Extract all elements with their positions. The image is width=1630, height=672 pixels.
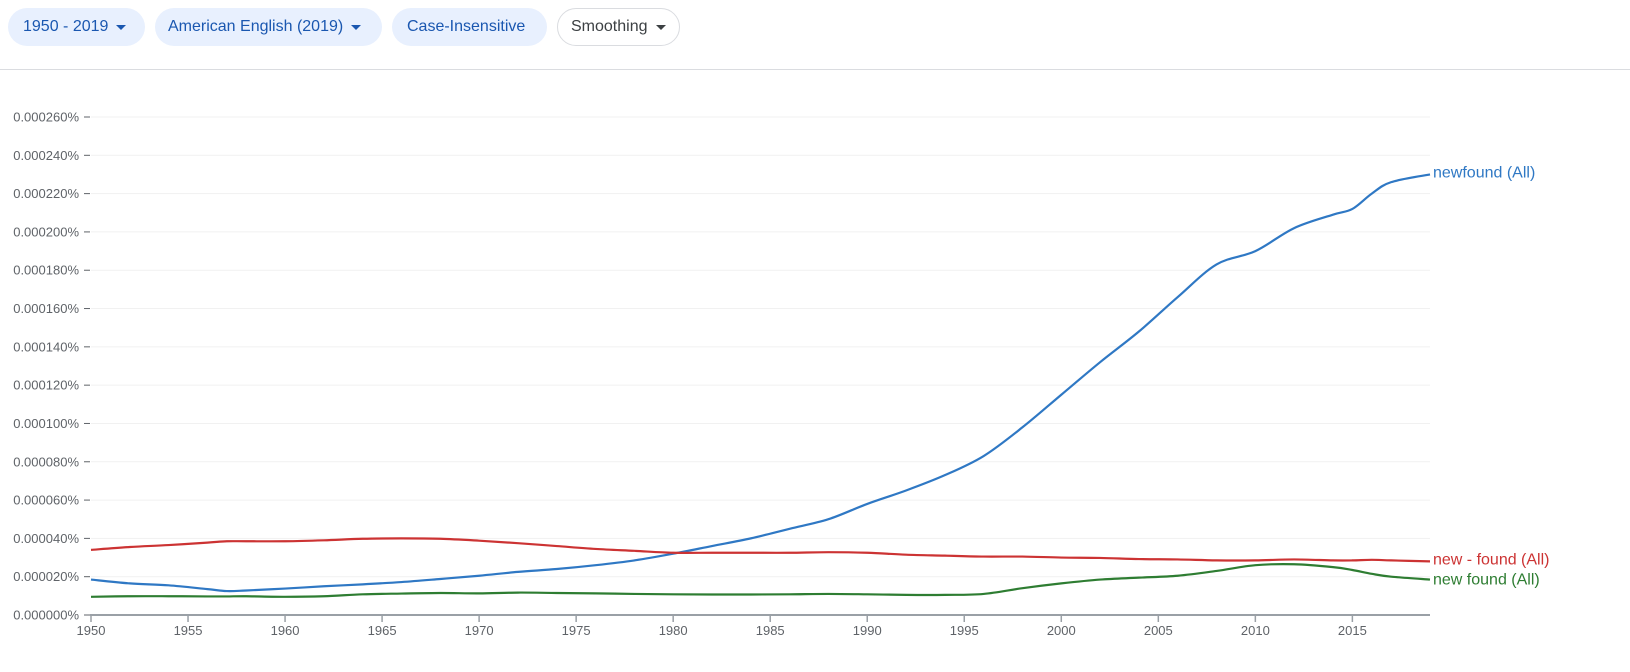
x-tick-label: 1960 [271, 623, 300, 638]
series-labels: newfound (All) new - found (All) new found… [1433, 164, 1550, 588]
y-tick-label: 0.000000% [13, 608, 79, 623]
y-tick-label: 0.000100% [13, 416, 79, 431]
y-tick-label: 0.000060% [13, 493, 79, 508]
x-axis: 1950 1955 1960 1965 1970 1975 1980 1985 1990 1995… [77, 614, 1430, 638]
case-label: Case-Insensitive [407, 18, 526, 35]
x-tick-label: 2000 [1047, 623, 1076, 638]
y-tick-label: 0.000240% [13, 148, 79, 163]
y-tick-label: 0.000080% [13, 454, 79, 469]
x-tick-label: 1965 [368, 623, 397, 638]
series-label[interactable]: newfound (All) [1433, 164, 1535, 181]
series-lines [90, 173, 1431, 598]
x-tick-label: 1975 [562, 623, 591, 638]
x-tick-label: 2005 [1144, 623, 1173, 638]
chevron-down-icon [655, 24, 666, 30]
line-chart: 0.000000% 0.000020% 0.000040% 0.000060% 0.00… [13, 110, 1550, 639]
x-tick-label: 1970 [465, 623, 494, 638]
y-axis: 0.000000% 0.000020% 0.000040% 0.000060% 0.00… [13, 110, 90, 623]
series-label[interactable]: new found (All) [1433, 572, 1540, 589]
gridlines [91, 116, 1430, 578]
y-tick-label: 0.000220% [13, 186, 79, 201]
y-tick-label: 0.000180% [13, 263, 79, 278]
series-line[interactable] [90, 563, 1431, 598]
x-tick-label: 2010 [1241, 623, 1270, 638]
ngram-chart: 0.000000% 0.000020% 0.000040% 0.000060% 0.00… [0, 70, 1630, 667]
chevron-down-icon [116, 24, 127, 30]
query-toolbar: 1950 - 2019 American English (2019) Case… [0, 0, 1630, 70]
x-tick-label: 1950 [77, 623, 106, 638]
smoothing-label: Smoothing [571, 18, 648, 35]
y-tick-label: 0.000120% [13, 378, 79, 393]
corpus-label: American English (2019) [168, 18, 344, 35]
y-tick-label: 0.000020% [13, 569, 79, 584]
x-tick-label: 1980 [659, 623, 688, 638]
year-range-label: 1950 - 2019 [23, 18, 109, 35]
x-tick-label: 1995 [950, 623, 979, 638]
y-tick-label: 0.000140% [13, 339, 79, 354]
smoothing-dropdown[interactable]: Smoothing [557, 8, 680, 46]
y-tick-label: 0.000040% [13, 531, 79, 546]
y-tick-label: 0.000200% [13, 224, 79, 239]
year-range-dropdown[interactable]: 1950 - 2019 [8, 8, 145, 46]
x-tick-label: 1990 [853, 623, 882, 638]
x-tick-label: 2015 [1338, 623, 1367, 638]
y-tick-label: 0.000160% [13, 301, 79, 316]
series-line[interactable] [90, 537, 1431, 563]
corpus-dropdown[interactable]: American English (2019) [155, 8, 382, 46]
series-label[interactable]: new - found (All) [1433, 551, 1550, 568]
x-tick-label: 1955 [174, 623, 203, 638]
chevron-down-icon [351, 24, 362, 30]
x-tick-label: 1985 [756, 623, 785, 638]
y-tick-label: 0.000260% [13, 110, 79, 125]
case-insensitive-toggle[interactable]: Case-Insensitive [392, 8, 547, 46]
series-line[interactable] [90, 173, 1431, 593]
